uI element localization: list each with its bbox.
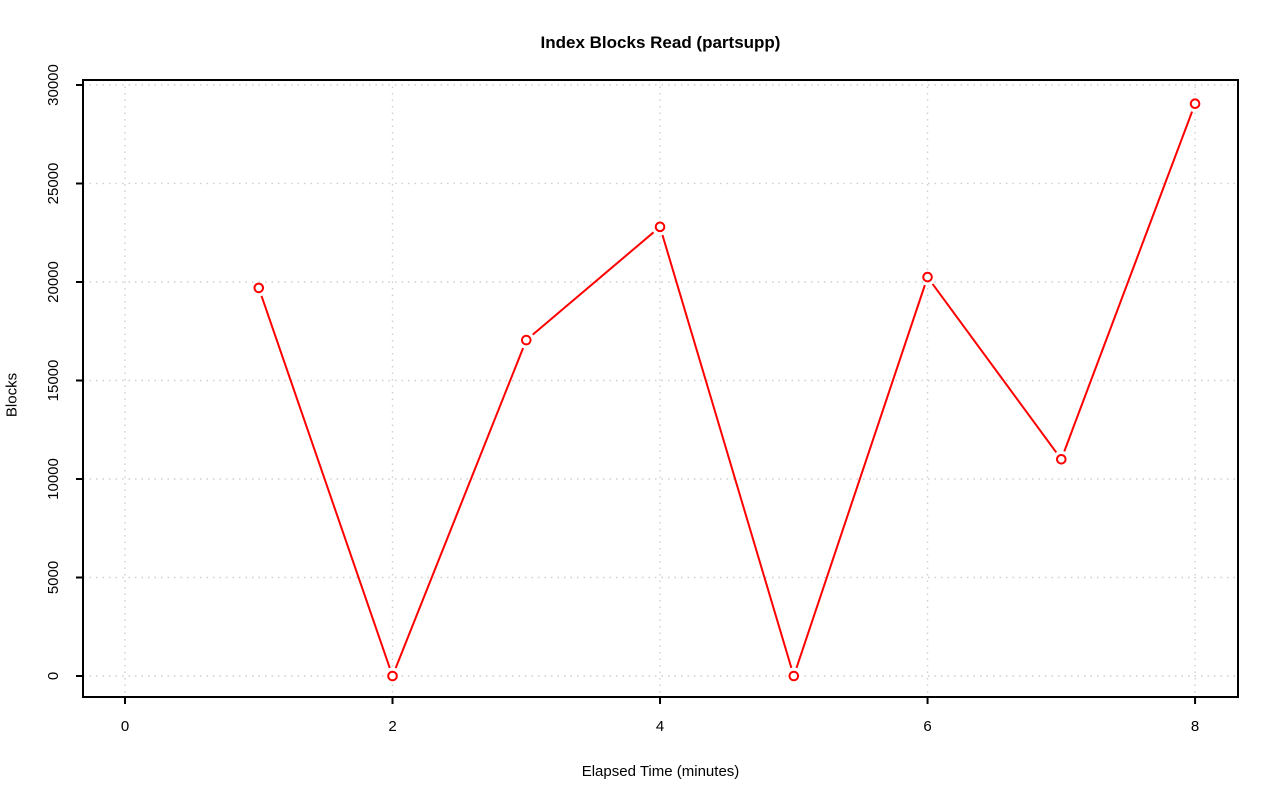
y-tick-label: 15000: [45, 360, 62, 402]
y-tick-label: 10000: [45, 458, 62, 500]
x-tick-label: 8: [1191, 718, 1199, 735]
gridlines: [83, 80, 1238, 697]
line-segment: [931, 283, 1058, 454]
y-tick-label: 25000: [45, 163, 62, 205]
line-segment: [394, 347, 525, 669]
y-tick-label: 20000: [45, 261, 62, 303]
x-tick-label: 4: [656, 718, 664, 735]
x-tick-label: 2: [388, 718, 396, 735]
data-point-marker: [788, 670, 800, 682]
plot-border: [82, 79, 1239, 698]
y-tick-label: 0: [45, 672, 62, 680]
y-tick-label: 5000: [45, 561, 62, 594]
data-point-marker: [253, 282, 265, 294]
data-point-marker: [387, 670, 398, 682]
x-axis: 0 2 4 6 8: [121, 697, 1199, 735]
data-point-marker: [654, 221, 666, 233]
data-point-marker: [1056, 453, 1067, 465]
line-segment: [795, 284, 926, 669]
line-segment: [1063, 111, 1194, 452]
x-axis-label: Elapsed Time (minutes): [581, 763, 740, 780]
x-tick-label: 0: [121, 718, 129, 735]
y-axis: 0 5000 10000 15000 20000 25000 30000: [45, 64, 83, 680]
y-tick-label: 30000: [45, 64, 62, 106]
x-tick-label: 6: [923, 718, 931, 735]
line-segment: [260, 295, 391, 669]
line-segment: [661, 234, 793, 669]
data-point-marker: [520, 334, 532, 346]
data-series: [253, 98, 1201, 682]
data-point-marker: [922, 271, 933, 283]
data-point-marker: [1189, 98, 1201, 109]
line-segment: [532, 231, 655, 336]
chart-title: Index Blocks Read (partsupp): [540, 33, 781, 52]
